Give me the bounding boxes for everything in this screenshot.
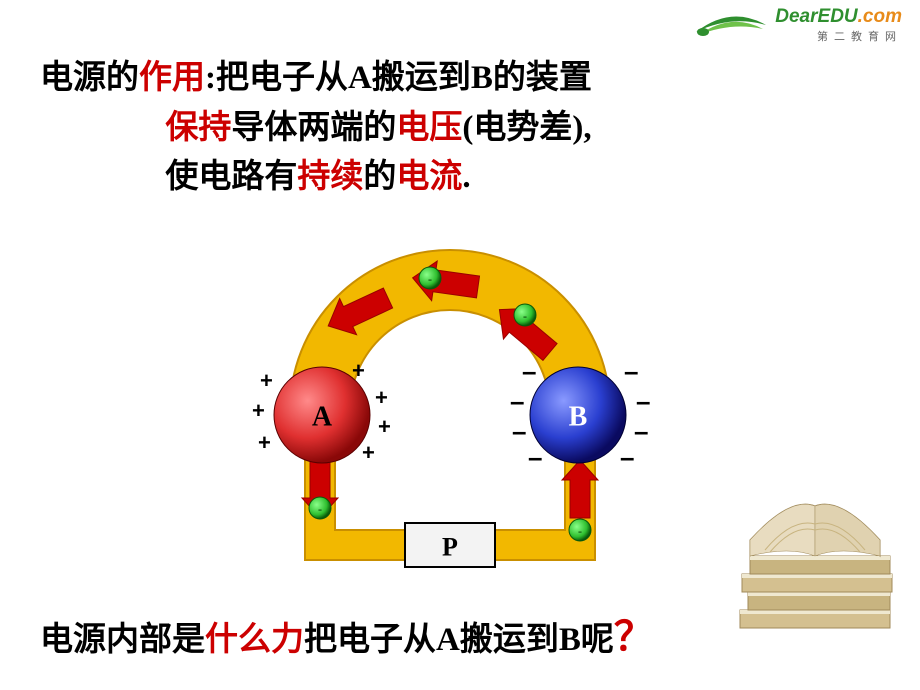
svg-text:–: – <box>634 416 648 446</box>
svg-text:–: – <box>624 356 638 386</box>
label-b: B <box>569 402 588 433</box>
logo-swoosh-icon <box>691 10 771 40</box>
main-text-block: 电源的作用:把电子从A搬运到B的装置 保持导体两端的电压(电势差), 使电路有持… <box>40 54 592 203</box>
svg-text:–: – <box>510 386 524 416</box>
arrows-bottom <box>302 460 598 518</box>
svg-text:–: – <box>522 356 536 386</box>
svg-text:+: + <box>375 385 388 410</box>
svg-text:+: + <box>378 414 391 439</box>
svg-text:–: – <box>512 416 526 446</box>
svg-text:–: – <box>620 442 634 472</box>
svg-text:–: – <box>528 442 542 472</box>
logo-brand-orange: .com <box>858 6 902 27</box>
bottom-question: 电源内部是什么力把电子从A搬运到B呢？ <box>40 604 654 662</box>
svg-text:+: + <box>252 398 265 423</box>
text-line-1: 电源的作用:把电子从A搬运到B的装置 <box>40 54 592 104</box>
circuit-diagram: P - - - - - A <box>230 220 670 600</box>
books-decoration <box>720 400 900 660</box>
svg-text:-: - <box>428 272 432 286</box>
logo-brand-green: DearEDU <box>775 6 857 27</box>
text-line-3: 使电路有持续的电流. <box>165 153 591 203</box>
svg-text:-: - <box>318 502 322 516</box>
svg-text:–: – <box>636 386 650 416</box>
brand-logo: DearEDU.com 第二教育网 <box>691 6 902 44</box>
svg-text:-: - <box>523 309 527 323</box>
label-a: A <box>312 402 333 433</box>
text-line-2: 保持导体两端的电压(电势差), <box>165 104 591 154</box>
svg-text:+: + <box>352 358 365 383</box>
svg-text:+: + <box>362 440 375 465</box>
label-p: P <box>442 533 458 562</box>
svg-text:-: - <box>578 524 582 538</box>
circuit-svg: P - - - - - A <box>230 220 670 600</box>
svg-text:+: + <box>258 430 271 455</box>
logo-text-block: DearEDU.com 第二教育网 <box>775 6 902 44</box>
logo-subtitle: 第二教育网 <box>775 28 902 44</box>
svg-text:+: + <box>260 368 273 393</box>
